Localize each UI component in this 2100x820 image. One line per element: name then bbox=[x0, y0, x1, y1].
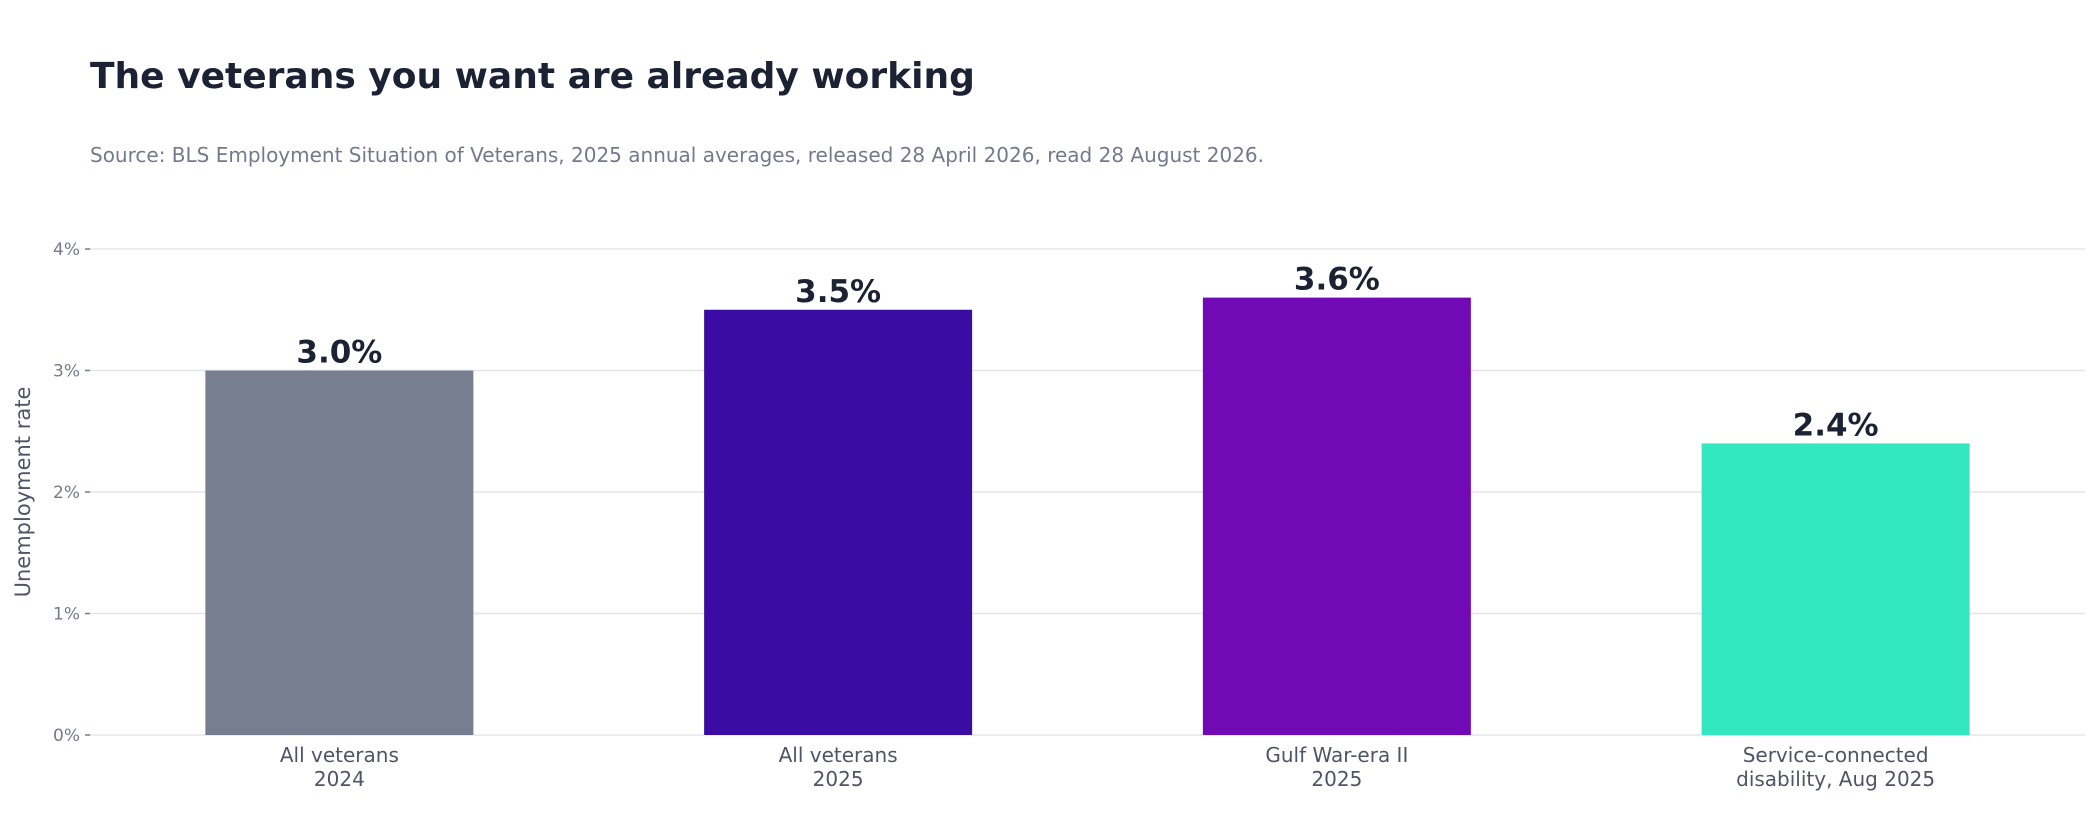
y-tick-label: 0% bbox=[53, 726, 80, 746]
x-tick-label: Service-connected bbox=[1743, 743, 1929, 767]
x-tick-label: 2025 bbox=[1311, 767, 1362, 791]
bar bbox=[205, 370, 474, 735]
x-tick-label: All veterans bbox=[280, 743, 399, 767]
bar bbox=[704, 309, 973, 735]
x-tick-label: 2024 bbox=[314, 767, 365, 791]
x-tick-label: Gulf War-era II bbox=[1265, 743, 1408, 767]
y-tick-label: 3% bbox=[53, 362, 80, 382]
x-tick-label: All veterans bbox=[779, 743, 898, 767]
chart-subtitle: Source: BLS Employment Situation of Vete… bbox=[90, 143, 1265, 167]
bar bbox=[1202, 297, 1471, 735]
x-tick-label: 2025 bbox=[813, 767, 864, 791]
data-label: 3.5% bbox=[795, 274, 881, 310]
y-tick-label: 1% bbox=[53, 605, 80, 625]
x-tick-label: disability, Aug 2025 bbox=[1736, 767, 1935, 791]
bar bbox=[1701, 443, 1970, 735]
y-axis-label: Unemployment rate bbox=[11, 387, 35, 598]
data-label: 3.0% bbox=[296, 335, 382, 371]
y-tick-label: 4% bbox=[53, 240, 80, 260]
chart-title: The veterans you want are already workin… bbox=[90, 56, 975, 97]
data-label: 2.4% bbox=[1793, 407, 1879, 443]
y-tick-label: 2% bbox=[53, 483, 80, 503]
data-label: 3.6% bbox=[1294, 262, 1380, 298]
